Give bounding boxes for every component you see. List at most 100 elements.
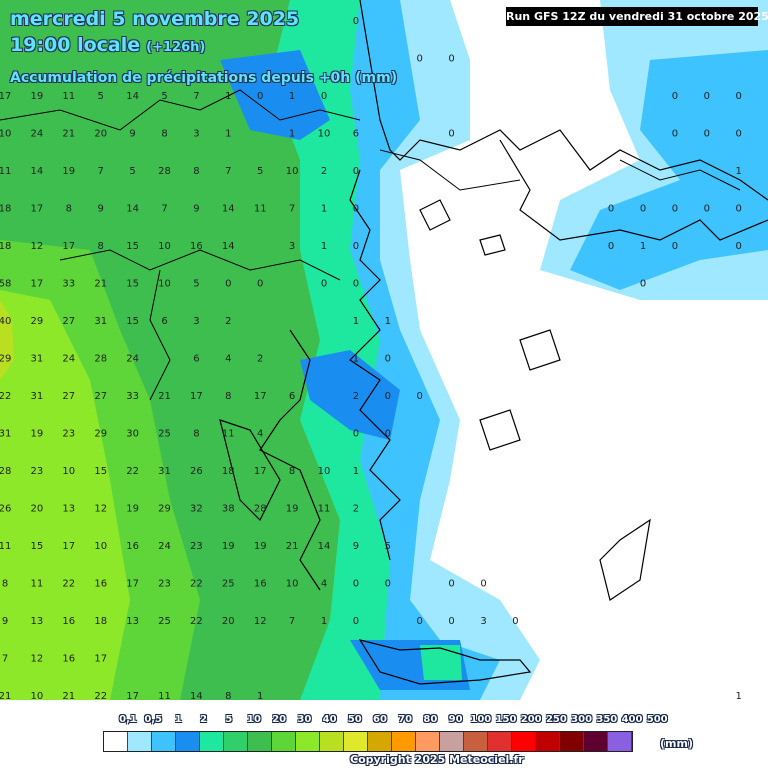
grid-value: 24 bbox=[62, 354, 75, 365]
grid-value: 12 bbox=[31, 654, 44, 665]
grid-value: 7 bbox=[161, 204, 167, 215]
grid-value: 30 bbox=[126, 429, 139, 440]
grid-value: 8 bbox=[193, 429, 199, 440]
grid-value: 28 bbox=[94, 354, 107, 365]
grid-value: 29 bbox=[158, 504, 171, 515]
grid-value: 0 bbox=[385, 354, 391, 365]
grid-value: 0 bbox=[672, 129, 678, 140]
forecast-time-label: 19:00 locale bbox=[10, 34, 141, 56]
grid-value: 17 bbox=[31, 279, 44, 290]
grid-value: 0 bbox=[736, 204, 742, 215]
legend-swatch bbox=[272, 732, 296, 751]
grid-value: 27 bbox=[94, 391, 107, 402]
grid-value: 7 bbox=[225, 166, 231, 177]
grid-value: 0 bbox=[417, 616, 423, 627]
grid-value: 1 bbox=[736, 691, 742, 702]
legend-swatch bbox=[488, 732, 512, 751]
grid-value: 14 bbox=[31, 166, 44, 177]
grid-value: 10 bbox=[31, 691, 44, 702]
grid-value: 7 bbox=[289, 616, 295, 627]
grid-value: 6 bbox=[289, 391, 295, 402]
grid-value: 1 bbox=[321, 241, 327, 252]
legend-swatch bbox=[296, 732, 320, 751]
grid-value: 9 bbox=[129, 129, 135, 140]
grid-value: 0 bbox=[480, 579, 486, 590]
grid-value: 10 bbox=[318, 129, 331, 140]
grid-value: 7 bbox=[193, 91, 199, 102]
grid-value: 5 bbox=[257, 166, 263, 177]
grid-value: 19 bbox=[286, 504, 299, 515]
grid-value: 14 bbox=[126, 91, 139, 102]
grid-value: 2 bbox=[353, 391, 359, 402]
grid-value: 17 bbox=[62, 541, 75, 552]
grid-value: 21 bbox=[94, 279, 107, 290]
grid-value: 8 bbox=[161, 129, 167, 140]
grid-value: 32 bbox=[190, 504, 203, 515]
grid-value: 4 bbox=[225, 354, 231, 365]
legend-value: 300 bbox=[571, 714, 593, 725]
legend-value: 0,1 bbox=[119, 714, 137, 725]
grid-value: 5 bbox=[161, 91, 167, 102]
national-borders bbox=[0, 89, 741, 401]
grid-value: 0 bbox=[353, 166, 359, 177]
grid-value: 31 bbox=[31, 354, 44, 365]
grid-value: 0 bbox=[385, 391, 391, 402]
grid-value: 0 bbox=[672, 204, 678, 215]
grid-value: 1 bbox=[225, 91, 231, 102]
grid-value: 17 bbox=[94, 654, 107, 665]
legend-value: 250 bbox=[545, 714, 567, 725]
grid-value: 1 bbox=[353, 466, 359, 477]
precip-zone-blue-gulf bbox=[300, 350, 400, 440]
grid-value: 16 bbox=[190, 241, 203, 252]
grid-value: 9 bbox=[98, 204, 104, 215]
legend-swatch bbox=[224, 732, 248, 751]
grid-value: 10 bbox=[158, 279, 171, 290]
grid-value: 9 bbox=[353, 541, 359, 552]
legend-value: 10 bbox=[247, 714, 261, 725]
grid-value: 3 bbox=[289, 241, 295, 252]
coastlines bbox=[219, 0, 768, 685]
grid-value: 17 bbox=[31, 204, 44, 215]
grid-value: 33 bbox=[126, 391, 139, 402]
grid-value: 0 bbox=[672, 91, 678, 102]
grid-value: 8 bbox=[98, 241, 104, 252]
grid-value: 7 bbox=[98, 166, 104, 177]
legend-value: 2 bbox=[200, 714, 208, 725]
legend-value: 70 bbox=[398, 714, 413, 725]
legend-value: 20 bbox=[272, 714, 287, 725]
grid-value: 14 bbox=[126, 204, 139, 215]
grid-value: 13 bbox=[31, 616, 44, 627]
legend-value: 400 bbox=[621, 714, 643, 725]
grid-value: 22 bbox=[94, 691, 107, 702]
grid-value: 31 bbox=[0, 429, 11, 440]
legend-swatch bbox=[464, 732, 488, 751]
grid-value: 27 bbox=[62, 391, 75, 402]
grid-value: 0 bbox=[353, 241, 359, 252]
grid-value: 17 bbox=[254, 466, 267, 477]
legend-unit: (mm) bbox=[660, 737, 693, 750]
grid-value: 0 bbox=[353, 579, 359, 590]
grid-value: 1 bbox=[385, 316, 391, 327]
grid-value: 31 bbox=[31, 391, 44, 402]
grid-value: 0 bbox=[736, 91, 742, 102]
legend-swatch bbox=[440, 732, 464, 751]
grid-value: 6 bbox=[353, 129, 359, 140]
grid-value: 58 bbox=[0, 279, 11, 290]
grid-value: 15 bbox=[94, 466, 107, 477]
grid-value: 8 bbox=[193, 166, 199, 177]
legend-value: 80 bbox=[423, 714, 438, 725]
grid-value: 19 bbox=[222, 541, 235, 552]
grid-value: 2 bbox=[257, 354, 263, 365]
legend-value: 90 bbox=[448, 714, 463, 725]
legend-swatch bbox=[104, 732, 128, 751]
grid-value: 10 bbox=[0, 129, 11, 140]
grid-value: 1 bbox=[321, 616, 327, 627]
grid-value: 25 bbox=[222, 579, 235, 590]
grid-value: 0 bbox=[672, 241, 678, 252]
grid-value: 8 bbox=[66, 204, 72, 215]
grid-value: 3 bbox=[193, 316, 199, 327]
legend-swatch bbox=[368, 732, 392, 751]
grid-value: 0 bbox=[417, 391, 423, 402]
legend-value: 500 bbox=[646, 714, 668, 725]
